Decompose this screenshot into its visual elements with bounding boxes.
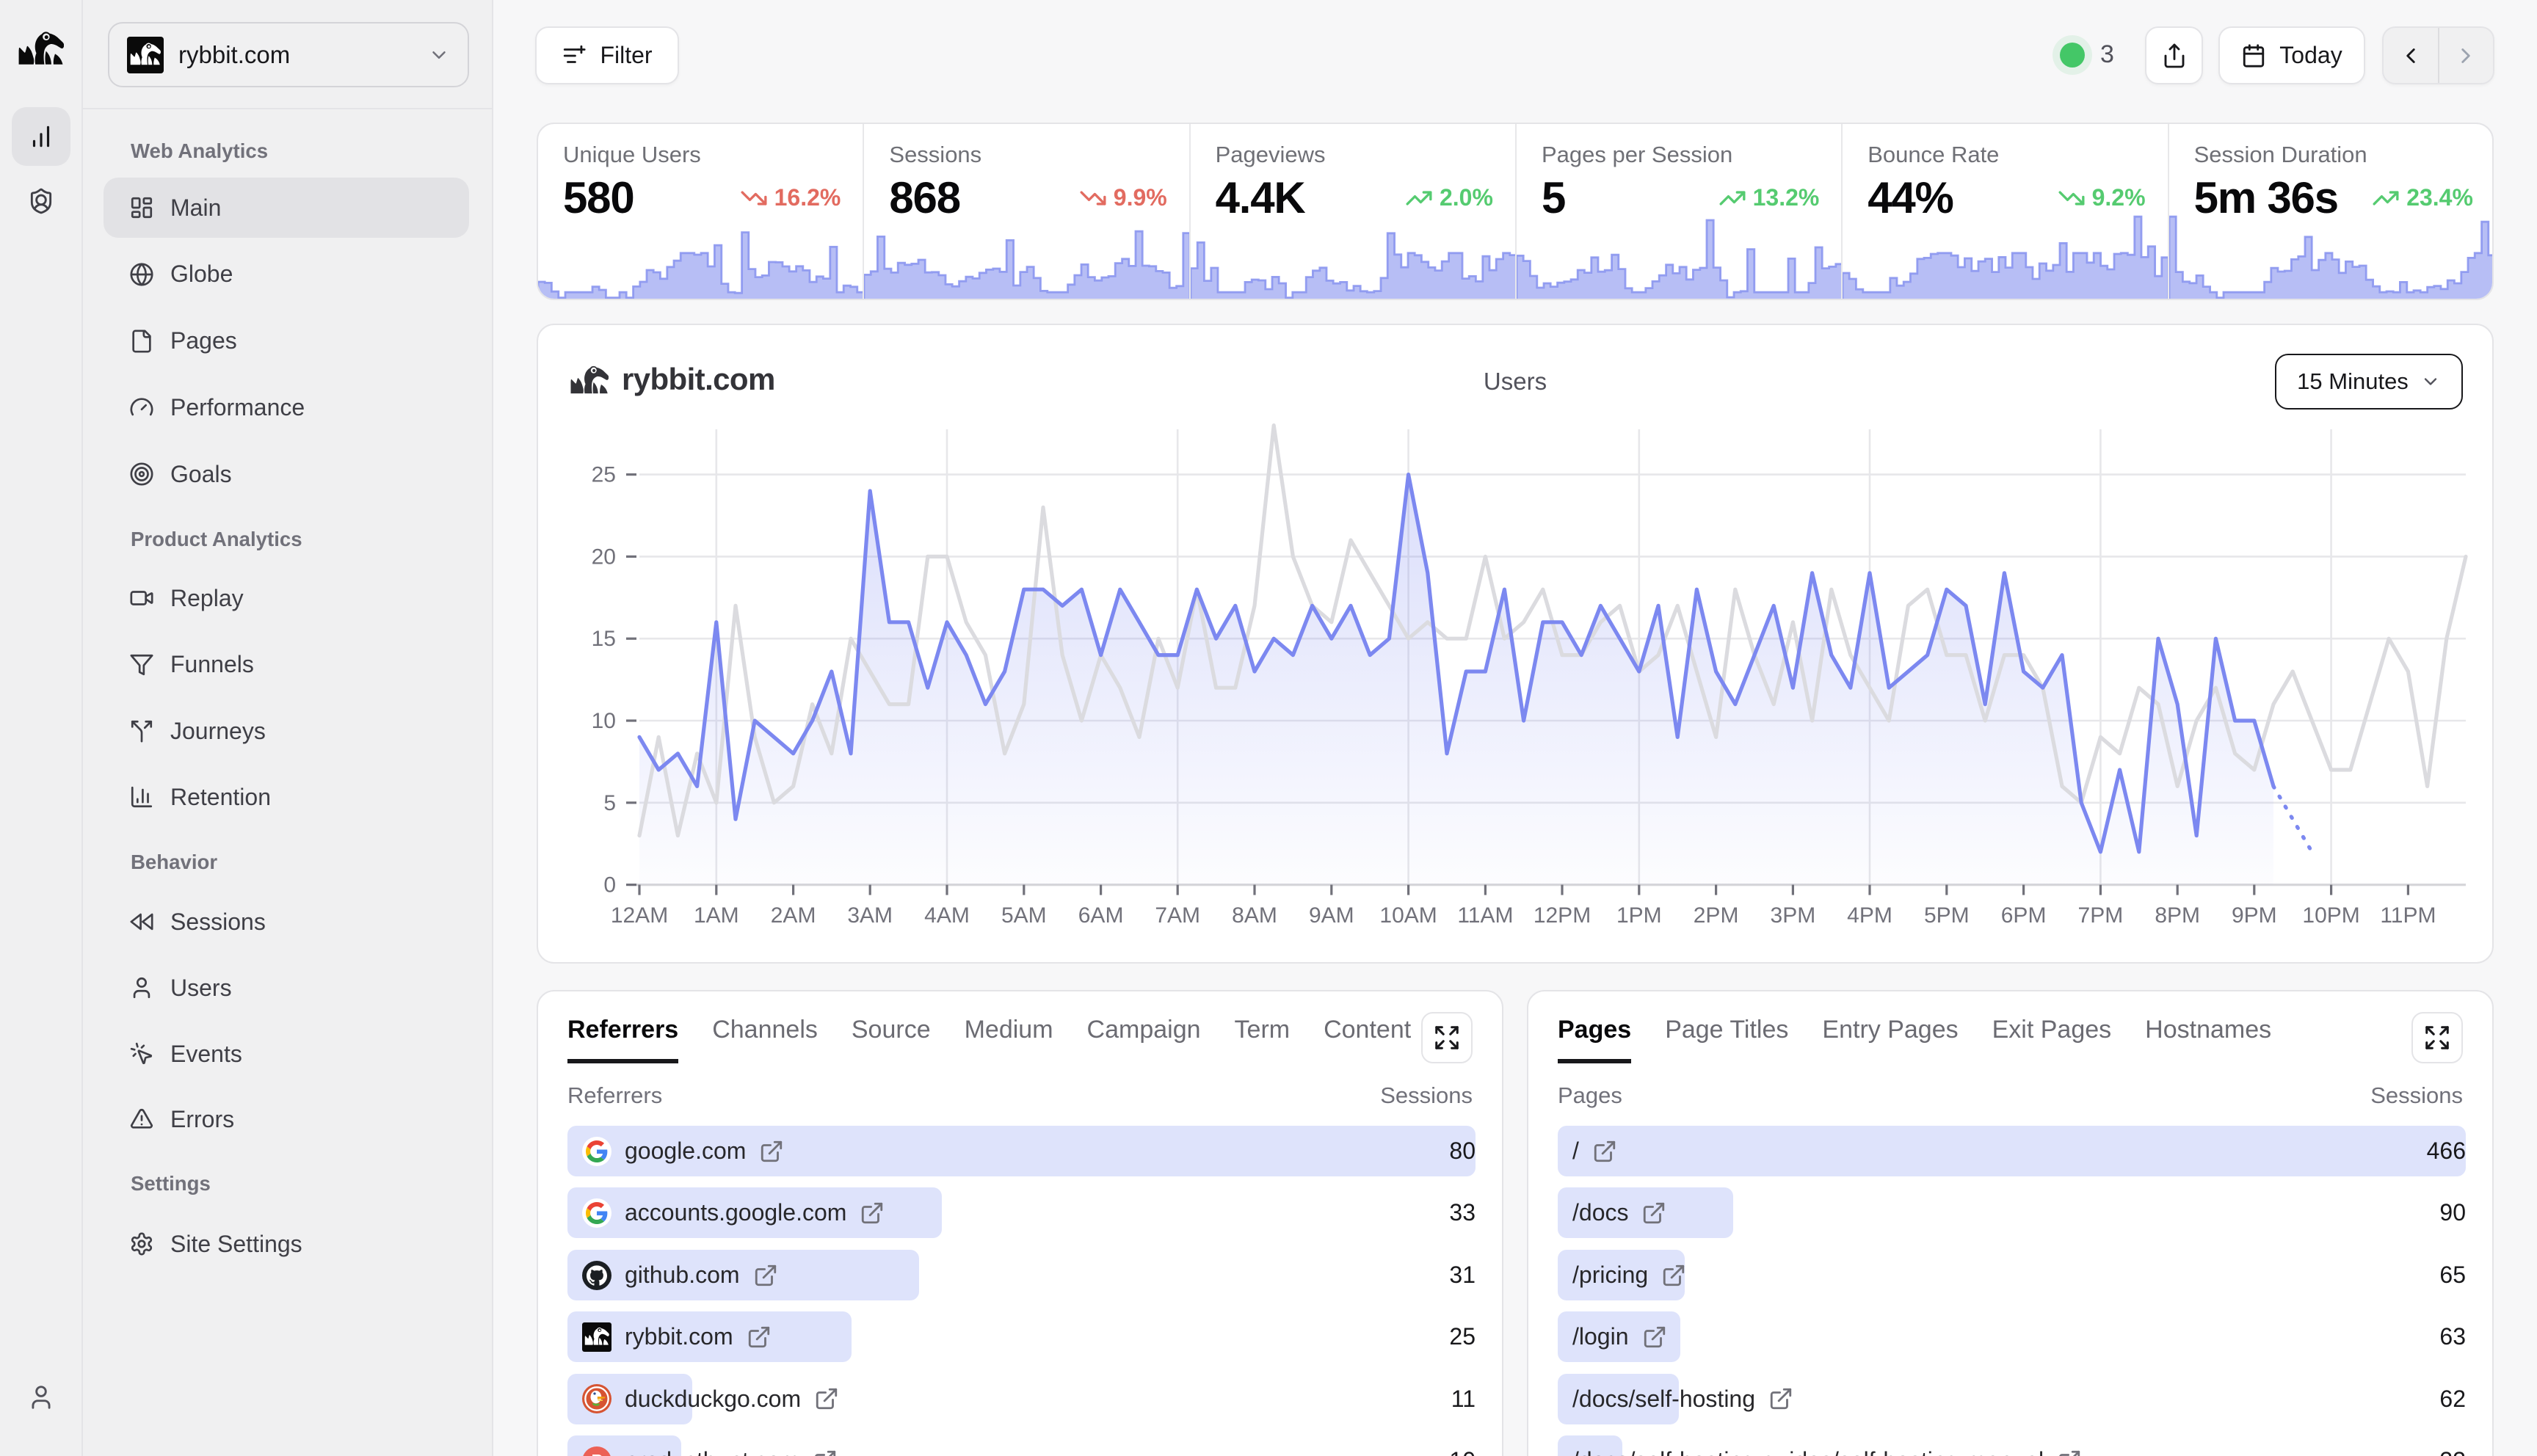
svg-text:6AM: 6AM	[1078, 903, 1124, 928]
svg-text:0: 0	[603, 873, 616, 898]
svg-text:4PM: 4PM	[1847, 903, 1892, 928]
svg-text:4AM: 4AM	[924, 903, 970, 928]
svg-text:9AM: 9AM	[1309, 903, 1354, 928]
svg-text:2AM: 2AM	[771, 903, 816, 928]
svg-text:8AM: 8AM	[1232, 903, 1277, 928]
svg-text:12AM: 12AM	[611, 903, 668, 928]
svg-text:12PM: 12PM	[1534, 903, 1591, 928]
svg-text:3PM: 3PM	[1771, 903, 1816, 928]
svg-text:8PM: 8PM	[2155, 903, 2200, 928]
svg-text:5: 5	[603, 791, 616, 815]
svg-text:5PM: 5PM	[1924, 903, 1970, 928]
svg-text:7AM: 7AM	[1155, 903, 1200, 928]
svg-text:20: 20	[592, 545, 616, 569]
svg-text:5AM: 5AM	[1001, 903, 1047, 928]
svg-text:1PM: 1PM	[1616, 903, 1662, 928]
svg-text:7PM: 7PM	[2078, 903, 2124, 928]
svg-text:2PM: 2PM	[1694, 903, 1739, 928]
svg-text:3AM: 3AM	[847, 903, 893, 928]
svg-text:1AM: 1AM	[694, 903, 739, 928]
svg-text:11PM: 11PM	[2380, 903, 2436, 928]
svg-text:11AM: 11AM	[1457, 903, 1513, 928]
svg-text:10PM: 10PM	[2302, 903, 2359, 928]
svg-text:10AM: 10AM	[1379, 903, 1437, 928]
svg-text:9PM: 9PM	[2232, 903, 2277, 928]
svg-text:25: 25	[592, 463, 616, 487]
svg-text:6PM: 6PM	[2001, 903, 2047, 928]
svg-text:15: 15	[592, 627, 616, 651]
svg-text:10: 10	[592, 709, 616, 733]
